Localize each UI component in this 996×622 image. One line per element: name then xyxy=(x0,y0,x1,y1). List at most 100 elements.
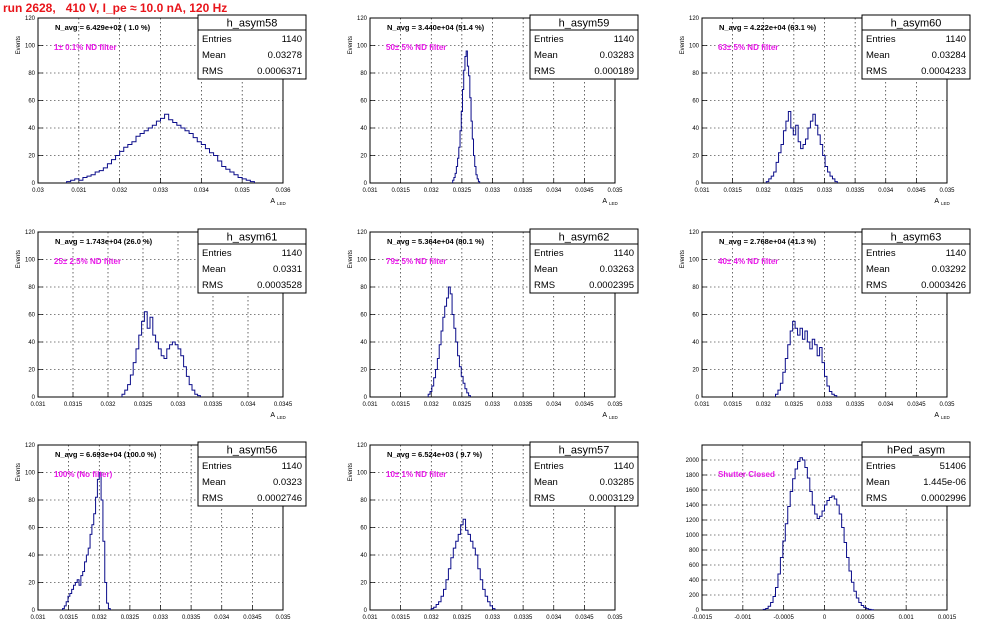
y-tick-label: 0 xyxy=(364,181,368,187)
y-tick-label: 120 xyxy=(689,230,700,236)
y-tick-label: 60 xyxy=(360,526,367,532)
x-axis-label-subscript: LED xyxy=(277,415,287,420)
histogram-line xyxy=(66,113,255,183)
x-tick-label: 0.0335 xyxy=(846,402,865,408)
stats-box xyxy=(529,441,639,507)
x-axis-label-subscript: LED xyxy=(277,201,287,206)
x-tick-label: -0.0005 xyxy=(773,615,794,621)
y-tick-label: 0 xyxy=(32,608,36,614)
x-tick-label: 0.033 xyxy=(485,188,501,194)
y-tick-label: 60 xyxy=(28,99,35,105)
x-axis-label-subscript: LED xyxy=(941,201,951,206)
x-tick-label: 0.034 xyxy=(878,188,894,194)
x-tick-label: 0.0315 xyxy=(723,402,742,408)
x-tick-label: 0.031 xyxy=(362,188,378,194)
x-tick-label: 0.035 xyxy=(235,188,251,194)
y-tick-label: 80 xyxy=(360,498,367,504)
y-tick-label: 120 xyxy=(25,16,36,22)
y-tick-label: 40 xyxy=(360,340,367,346)
x-tick-label: 0.0335 xyxy=(514,615,533,621)
filter-annotation: 79± 5% ND filter xyxy=(386,257,446,266)
stats-value: 1140 xyxy=(614,34,634,45)
stats-box xyxy=(529,228,639,294)
y-tick-label: 600 xyxy=(689,563,700,569)
histogram-line xyxy=(121,311,201,397)
y-tick-label: 0 xyxy=(364,608,368,614)
histogram-title: hPed_asym xyxy=(887,445,945,457)
y-tick-label: 20 xyxy=(28,368,35,374)
y-tick-label: 100 xyxy=(357,258,368,264)
x-tick-label: 0 xyxy=(823,615,827,621)
x-tick-label: 0.035 xyxy=(275,615,291,621)
y-axis-label: Events xyxy=(348,463,354,481)
stats-label: Mean xyxy=(202,264,226,275)
stats-label: Entries xyxy=(534,34,564,45)
x-tick-label: 0.031 xyxy=(30,402,46,408)
y-axis-label: Events xyxy=(680,250,686,268)
x-tick-label: 0.0345 xyxy=(575,615,594,621)
x-tick-label: 0.03 xyxy=(32,188,44,194)
x-tick-label: 0.034 xyxy=(546,402,562,408)
navg-label: N_avg = 4.222e+04 (63.1 %) xyxy=(719,23,817,32)
x-tick-label: 0.0315 xyxy=(391,188,410,194)
histogram-title: h_asym62 xyxy=(559,232,610,244)
histogram-panel-h_asym61: 0.031 0.0315 0.032 0.0325 0.033 0.0335 0.034 0.… xyxy=(16,228,307,420)
y-tick-label: 2000 xyxy=(686,458,700,464)
stats-value: 0.0003528 xyxy=(257,280,302,291)
stats-value: 0.0003129 xyxy=(589,493,634,504)
stats-value: 1140 xyxy=(946,34,966,45)
stats-label: Mean xyxy=(534,264,558,275)
y-tick-label: 80 xyxy=(360,285,367,291)
navg-label: N_avg = 6.524e+03 ( 9.7 %) xyxy=(387,450,483,459)
stats-box xyxy=(197,14,307,80)
filter-annotation: 63± 5% ND filter xyxy=(718,43,778,52)
y-axis-label: Events xyxy=(348,36,354,54)
x-tick-label: 0.0315 xyxy=(391,615,410,621)
stats-value: 0.0006371 xyxy=(257,66,302,77)
filter-annotation: 10± 1% ND filter xyxy=(386,470,446,479)
stats-box xyxy=(197,441,307,507)
filter-annotation: 1± 0.1% ND filter xyxy=(54,43,117,52)
stats-label: Mean xyxy=(866,50,890,61)
y-tick-label: 1600 xyxy=(686,488,700,494)
x-tick-label: 0.032 xyxy=(756,402,772,408)
x-tick-label: 0.033 xyxy=(153,615,169,621)
stats-box xyxy=(861,441,971,507)
x-tick-label: 0.032 xyxy=(100,402,116,408)
stats-label: RMS xyxy=(866,493,887,504)
stats-label: Entries xyxy=(202,461,232,472)
stats-label: RMS xyxy=(866,280,887,291)
x-axis-label: A xyxy=(270,412,275,419)
navg-label: N_avg = 5.364e+04 (80.1 %) xyxy=(387,237,485,246)
stats-value: 1140 xyxy=(282,248,302,259)
stats-value: 0.03263 xyxy=(600,264,634,275)
histogram-title: h_asym59 xyxy=(559,18,610,30)
x-tick-label: 0.0335 xyxy=(846,188,865,194)
histogram-line xyxy=(427,286,471,397)
x-tick-label: 0.0325 xyxy=(121,615,140,621)
y-tick-label: 120 xyxy=(25,230,36,236)
x-axis-label-subscript: LED xyxy=(941,415,951,420)
y-tick-label: 100 xyxy=(357,471,368,477)
y-tick-label: 0 xyxy=(696,608,700,614)
x-tick-label: 0.034 xyxy=(546,615,562,621)
stats-label: RMS xyxy=(202,493,223,504)
stats-label: RMS xyxy=(534,280,555,291)
stats-label: Entries xyxy=(202,34,232,45)
y-tick-label: 40 xyxy=(692,126,699,132)
x-tick-label: 0.0315 xyxy=(59,615,78,621)
histogram-panel-h_asym62: 0.031 0.0315 0.032 0.0325 0.033 0.0335 0.034 0.… xyxy=(348,228,639,420)
x-tick-label: 0.035 xyxy=(939,188,955,194)
y-tick-label: 80 xyxy=(28,498,35,504)
stats-value: 1140 xyxy=(946,248,966,259)
stats-label: Mean xyxy=(534,50,558,61)
x-tick-label: 0.001 xyxy=(899,615,915,621)
y-tick-label: 100 xyxy=(689,258,700,264)
x-axis-label-subscript: LED xyxy=(609,201,619,206)
x-tick-label: 0.0005 xyxy=(856,615,875,621)
x-tick-label: 0.033 xyxy=(485,402,501,408)
y-tick-label: 0 xyxy=(696,395,700,401)
y-tick-label: 1400 xyxy=(686,503,700,509)
x-tick-label: 0.0345 xyxy=(274,402,293,408)
